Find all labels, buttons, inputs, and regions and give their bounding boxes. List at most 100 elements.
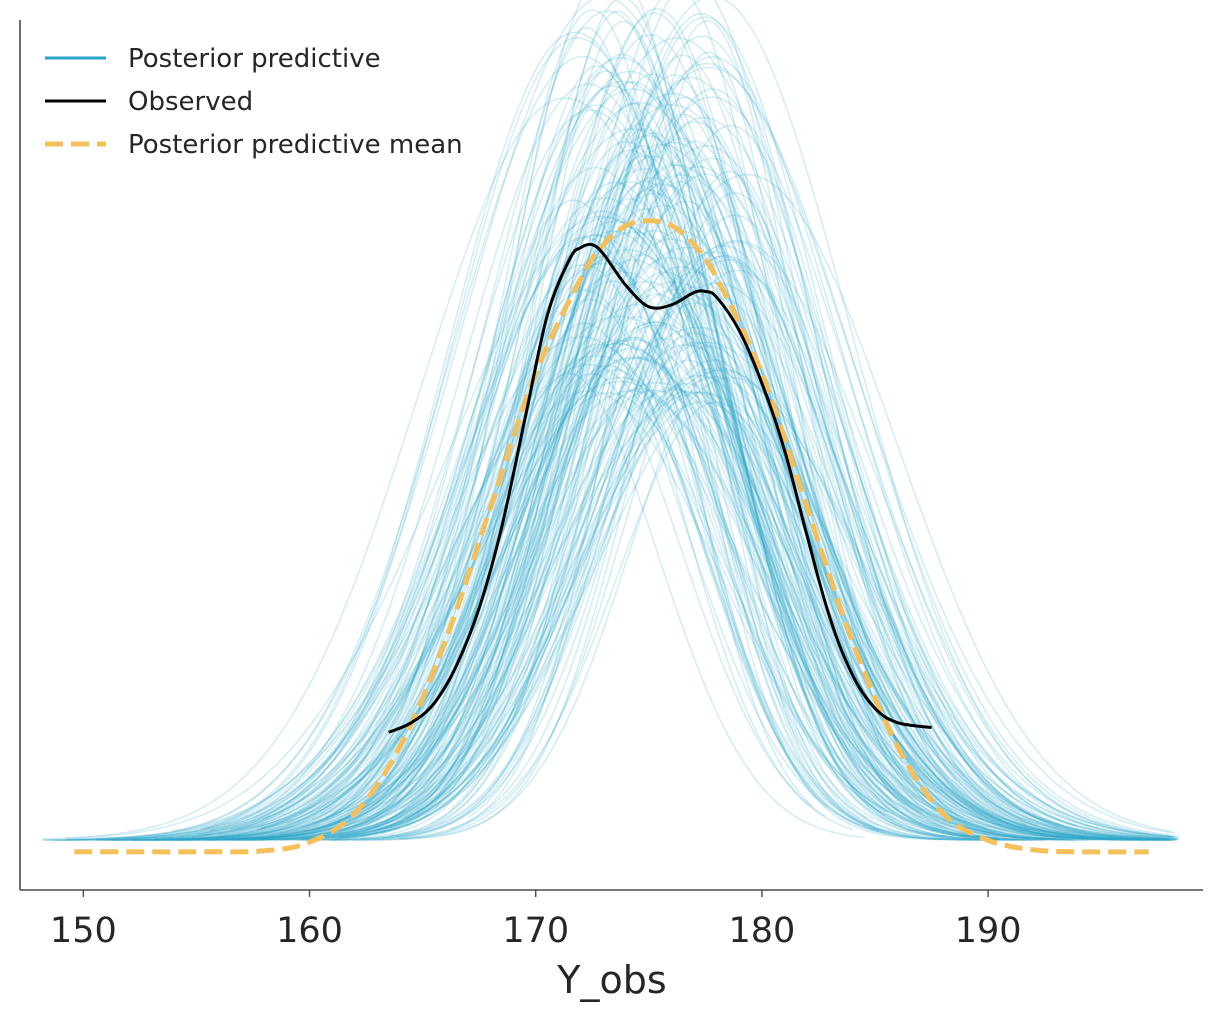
posterior-predictive-line: [257, 236, 1038, 840]
posterior-predictive-line: [330, 0, 1044, 838]
posterior-predictive-line: [289, 387, 1048, 841]
posterior-predictive-line: [435, 137, 1081, 840]
posterior-predictive-line: [186, 143, 1137, 841]
posterior-predictive-line: [278, 388, 1105, 839]
posterior-predictive-line: [66, 55, 949, 841]
posterior-predictive-line: [392, 35, 1083, 837]
posterior-predictive-line: [95, 389, 967, 841]
posterior-predictive-line: [133, 326, 1174, 841]
posterior-predictive-line: [42, 231, 1061, 841]
posterior-predictive-line: [186, 357, 1159, 841]
posterior-predictive-line: [261, 256, 896, 830]
posterior-predictive-line: [222, 322, 880, 841]
posterior-predictive-line: [450, 170, 1085, 841]
posterior-predictive-line: [338, 54, 1131, 841]
posterior-predictive-line: [55, 342, 1141, 842]
posterior-predictive-line: [382, 286, 982, 840]
posterior-predictive-line: [132, 181, 1049, 841]
posterior-predictive-line: [274, 132, 1033, 841]
posterior-predictive-line: [243, 251, 1171, 841]
posterior-predictive-line: [109, 216, 1071, 840]
posterior-predictive-line: [260, 230, 952, 829]
posterior-predictive-line: [325, 163, 948, 841]
posterior-predictive-line: [219, 363, 888, 836]
posterior-predictive-line: [227, 53, 1019, 841]
posterior-predictive-line: [352, 244, 1088, 838]
posterior-predictive-line: [209, 83, 924, 832]
posterior-predictive-line: [379, 332, 1172, 841]
posterior-predictive-line: [209, 197, 1149, 841]
posterior-predictive-line: [389, 124, 1148, 841]
posterior-predictive-line: [256, 103, 1150, 836]
posterior-predictive-mean-line: [74, 218, 1149, 855]
posterior-predictive-line: [286, 200, 1011, 840]
posterior-predictive-line: [321, 401, 1057, 838]
posterior-predictive-line: [334, 229, 1048, 841]
posterior-predictive-line: [227, 116, 1076, 840]
posterior-predictive-line: [348, 26, 814, 820]
posterior-predictive-line: [53, 70, 1016, 841]
posterior-predictive-line: [416, 336, 983, 841]
posterior-predictive-line: [319, 10, 886, 837]
posterior-predictive-line: [200, 65, 880, 841]
posterior-predictive-line: [249, 16, 1065, 841]
posterior-predictive-line: [229, 9, 1000, 837]
posterior-predictive-line: [230, 9, 944, 841]
posterior-predictive-line: [191, 104, 973, 840]
posterior-predictive-line: [256, 281, 1060, 831]
posterior-predictive-line: [405, 189, 984, 841]
posterior-predictive-line: [238, 256, 1088, 839]
posterior-predictive-line: [285, 263, 1044, 841]
posterior-predictive-line: [259, 149, 983, 839]
posterior-predictive-line: [136, 342, 1075, 841]
posterior-predictive-line: [346, 180, 1025, 841]
x-tick-label: 150: [50, 911, 117, 951]
x-tick-label: 180: [729, 911, 796, 951]
posterior-predictive-line: [313, 389, 959, 828]
posterior-predictive-line: [331, 369, 1045, 842]
x-axis-label: Y_obs: [556, 958, 666, 1002]
posterior-predictive-line: [299, 92, 1171, 840]
posterior-predictive-line: [131, 183, 1161, 841]
posterior-predictive-line: [251, 57, 965, 823]
posterior-predictive-line: [265, 298, 854, 839]
posterior-predictive-line: [300, 164, 1172, 841]
posterior-predictive-line: [182, 376, 1065, 840]
posterior-predictive-line: [221, 289, 1002, 841]
posterior-predictive-line: [260, 376, 1166, 841]
posterior-predictive-line: [204, 248, 985, 836]
posterior-predictive-line: [262, 390, 998, 839]
posterior-predictive-line: [246, 269, 1141, 841]
posterior-predictive-line: [235, 210, 1005, 834]
posterior-predictive-line: [206, 356, 1089, 841]
posterior-predictive-line: [347, 376, 1027, 838]
posterior-predictive-line: [316, 241, 1177, 840]
posterior-predictive-line: [335, 204, 1117, 841]
posterior-predictive-line: [285, 321, 977, 839]
posterior-predictive-line: [168, 37, 1176, 839]
posterior-predictive-line: [149, 321, 1179, 841]
posterior-predictive-line: [172, 85, 999, 841]
posterior-predictive-line: [395, 345, 1075, 841]
posterior-predictive-line: [247, 12, 950, 841]
posterior-predictive-line: [294, 144, 1178, 840]
x-axis-ticks: 150 160 170 180 190: [50, 890, 1022, 951]
posterior-predictive-line: [214, 367, 1086, 841]
posterior-predictive-line: [108, 166, 947, 841]
posterior-predictive-line: [365, 230, 1147, 841]
posterior-predictive-line: [225, 7, 1063, 841]
posterior-predictive-line: [327, 51, 1007, 841]
posterior-predictive-line: [337, 173, 1164, 841]
legend-label-posterior-predictive-mean: Posterior predictive mean: [128, 130, 463, 160]
posterior-predictive-line: [230, 109, 910, 830]
posterior-predictive-line: [327, 34, 996, 833]
posterior-predictive-line: [201, 31, 1073, 841]
posterior-predictive-line: [352, 255, 1054, 841]
posterior-predictive-line: [328, 343, 884, 832]
posterior-predictive-line: [218, 168, 1045, 838]
posterior-predictive-line: [301, 0, 1173, 838]
posterior-predictive-line: [280, 96, 1175, 838]
posterior-predictive-line: [372, 157, 1165, 841]
posterior-predictive-line: [303, 76, 1175, 841]
